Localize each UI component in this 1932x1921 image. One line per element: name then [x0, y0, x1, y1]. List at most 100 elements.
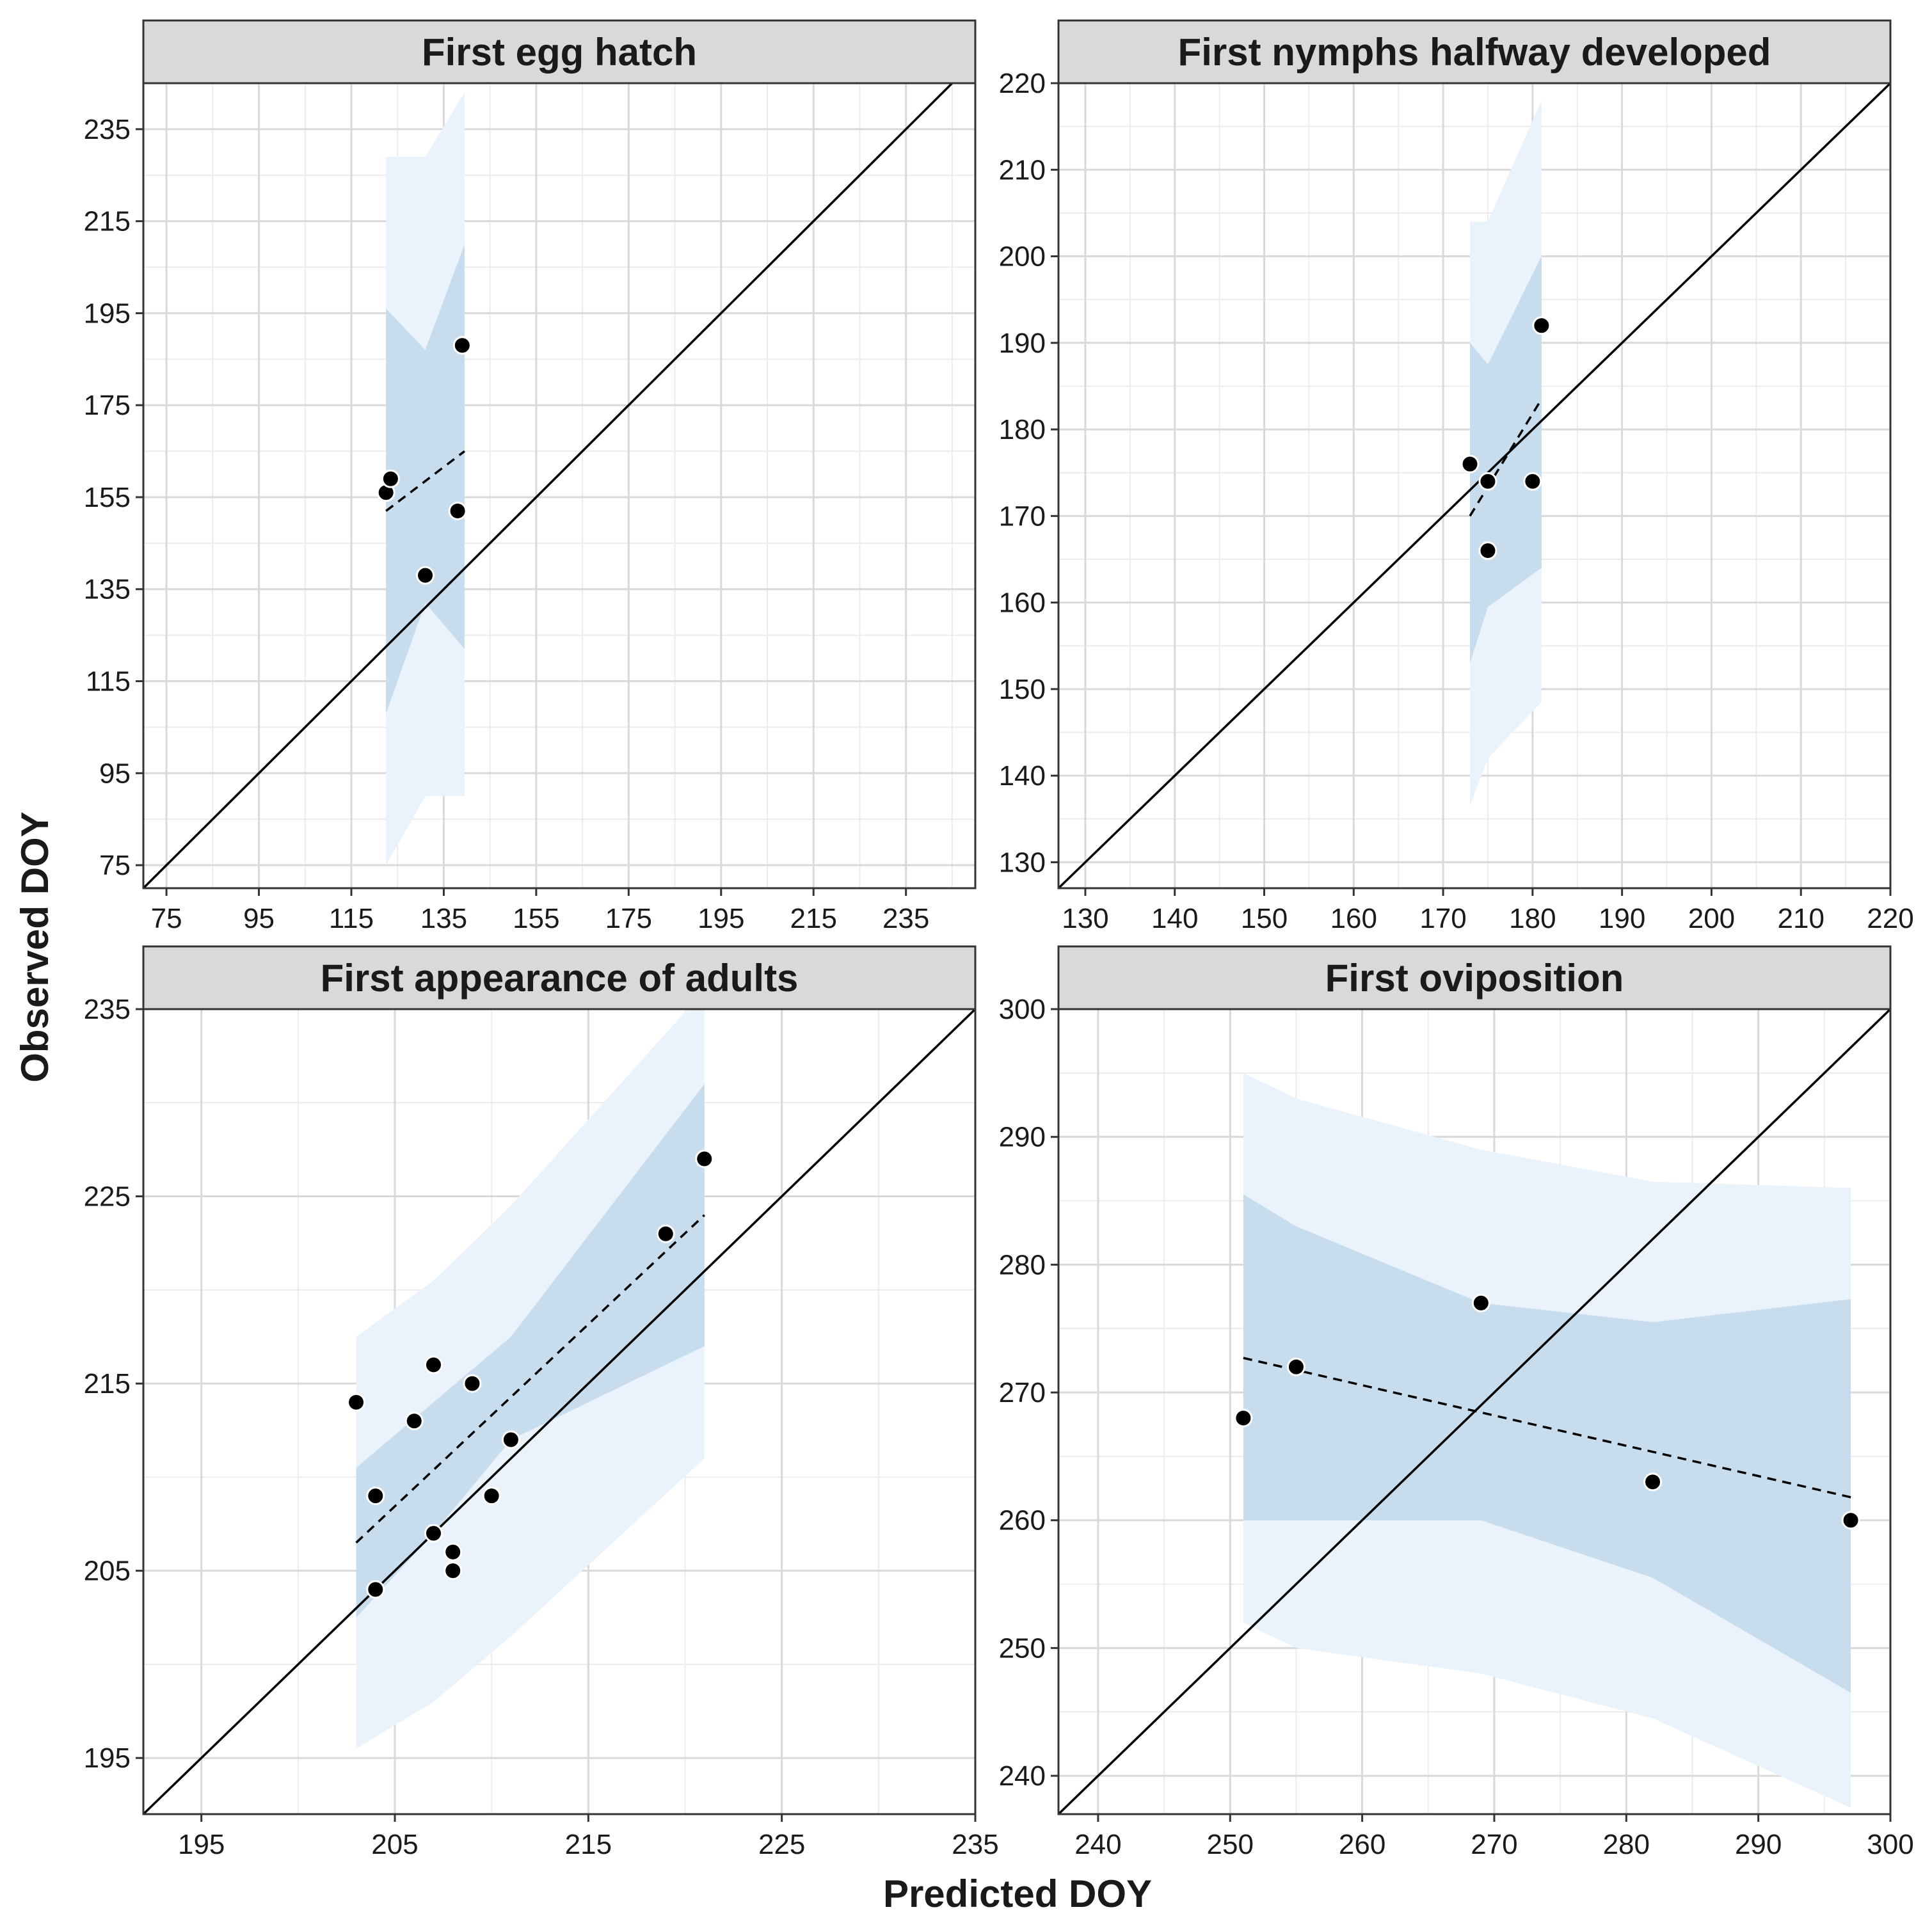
x-tick-label: 175: [605, 903, 652, 934]
confidence-interval-band: [1470, 256, 1542, 664]
y-tick-label: 140: [999, 760, 1046, 792]
facet-strip: [142, 945, 977, 1010]
y-tick-label: 300: [999, 994, 1046, 1025]
identity-line: [1058, 83, 1890, 888]
data-point: [404, 1412, 424, 1431]
data-point: [1460, 454, 1480, 474]
y-tick-label: 280: [999, 1249, 1046, 1280]
data-point: [366, 1487, 385, 1506]
facet-title: First oviposition: [1325, 957, 1624, 1000]
y-tick-label: 195: [84, 298, 131, 329]
x-tick-label: 140: [1151, 903, 1198, 934]
axis-ticks: [1051, 82, 1892, 896]
x-tick-label: 270: [1471, 1829, 1517, 1860]
y-tick-label: 215: [84, 1368, 131, 1399]
y-tick-label: 270: [999, 1377, 1046, 1408]
y-tick-label: 95: [99, 758, 131, 789]
x-tick-label: 200: [1688, 903, 1735, 934]
data-point: [482, 1487, 501, 1506]
confidence-interval-band: [356, 1084, 705, 1618]
x-tick-label: 300: [1867, 1829, 1913, 1860]
x-tick-label: 75: [151, 903, 182, 934]
panel-1: First egg hatch 75 95 115 135 155 175 195 215 235…: [84, 19, 977, 934]
x-tick-label: 240: [1074, 1829, 1121, 1860]
data-point: [1234, 1408, 1253, 1428]
data-point: [424, 1355, 443, 1375]
x-tick-label: 135: [420, 903, 467, 934]
y-tick-label: 215: [84, 206, 131, 237]
data-point: [366, 1580, 385, 1599]
y-tick-label: 235: [84, 994, 131, 1025]
facet-strip: [142, 19, 977, 84]
y-tick-label: 250: [999, 1632, 1046, 1664]
axis-ticks: [136, 1008, 977, 1822]
x-tick-label: 180: [1509, 903, 1556, 934]
identity-line: [143, 1009, 975, 1814]
confidence-interval-band: [1243, 1194, 1851, 1693]
y-tick-label: 205: [84, 1556, 131, 1587]
x-tick-label: 190: [1599, 903, 1645, 934]
y-tick-label: 150: [999, 674, 1046, 705]
data-point: [1478, 541, 1497, 560]
axis-ticks: [1051, 1008, 1892, 1822]
data-point: [1532, 316, 1551, 335]
data-point: [448, 502, 467, 521]
y-tick-label: 190: [999, 328, 1046, 359]
x-tick-label: 95: [243, 903, 275, 934]
x-tick-label: 115: [329, 903, 374, 934]
regression-line: [355, 1214, 705, 1544]
y-axis-title: Observed DOY: [13, 811, 56, 1083]
x-tick-label: 250: [1207, 1829, 1254, 1860]
data-point: [424, 1524, 443, 1543]
y-tick-label: 210: [999, 154, 1046, 186]
x-tick-label: 160: [1330, 903, 1377, 934]
y-tick-label: 135: [84, 574, 131, 605]
x-tick-label: 235: [952, 1829, 998, 1860]
confidence-interval-band: [386, 244, 465, 713]
panel-background: [143, 83, 975, 888]
y-tick-label: 260: [999, 1505, 1046, 1536]
data-point: [347, 1392, 366, 1412]
x-tick-label: 150: [1241, 903, 1288, 934]
plot-content: [1058, 83, 1890, 888]
data-point: [1286, 1357, 1305, 1376]
regression-line: [1243, 1357, 1851, 1499]
x-tick-label: 225: [758, 1829, 805, 1860]
x-tick-label: 195: [178, 1829, 225, 1860]
x-tick-label: 215: [565, 1829, 612, 1860]
data-point: [1478, 472, 1497, 491]
x-tick-label: 215: [790, 903, 837, 934]
x-tick-label: 155: [513, 903, 559, 934]
data-point: [501, 1430, 520, 1449]
y-tick-label: 130: [999, 847, 1046, 878]
x-tick-label: 235: [882, 903, 929, 934]
facet-strip: [1057, 945, 1892, 1010]
y-tick-label: 195: [84, 1742, 131, 1774]
x-tick-label: 170: [1419, 903, 1466, 934]
x-tick-label: 210: [1778, 903, 1824, 934]
x-axis-title: Predicted DOY: [883, 1872, 1152, 1915]
y-tick-label: 175: [84, 390, 131, 421]
y-tick-label: 290: [999, 1122, 1046, 1153]
data-point: [656, 1224, 675, 1243]
identity-line: [143, 83, 954, 888]
panel-2: First nymphs halfway developed 130 140 150 1…: [999, 19, 1914, 934]
data-point: [695, 1149, 714, 1168]
x-tick-label: 290: [1735, 1829, 1782, 1860]
y-tick-label: 240: [999, 1760, 1046, 1792]
x-tick-label: 280: [1603, 1829, 1650, 1860]
facet-strip: [1057, 19, 1892, 84]
y-tick-label: 220: [999, 68, 1046, 99]
axis-ticks: [136, 128, 907, 896]
y-tick-label: 75: [99, 850, 131, 881]
data-point: [443, 1561, 463, 1581]
x-tick-label: 195: [698, 903, 744, 934]
y-tick-label: 200: [999, 241, 1046, 273]
plot-content: [143, 1009, 975, 1814]
x-tick-label: 205: [371, 1829, 418, 1860]
x-tick-label: 130: [1062, 903, 1108, 934]
x-tick-label: 220: [1867, 903, 1913, 934]
regression-line: [1469, 398, 1543, 517]
facet-title: First nymphs halfway developed: [1178, 31, 1771, 74]
y-tick-label: 160: [999, 587, 1046, 619]
